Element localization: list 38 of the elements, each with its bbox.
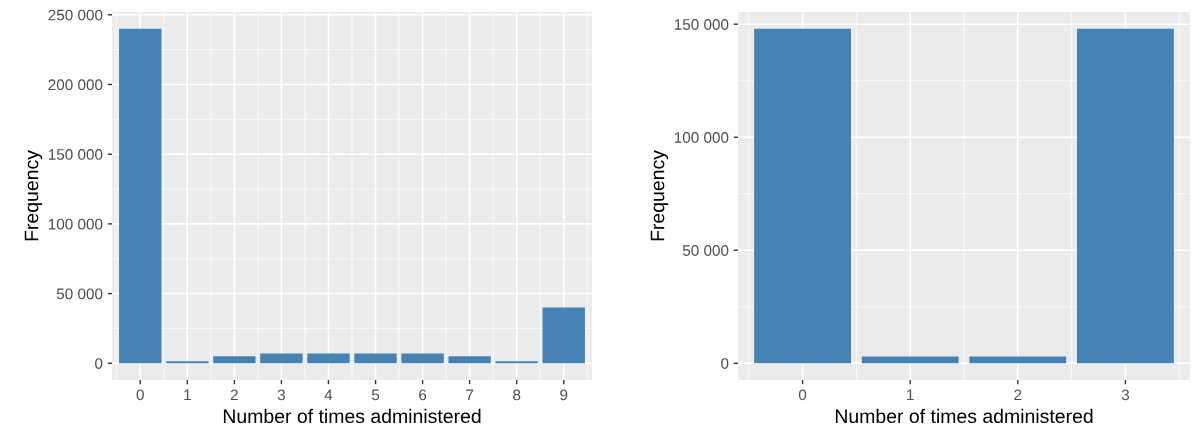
bar xyxy=(542,307,585,364)
bar xyxy=(213,356,256,364)
y-axis-title: Frequency xyxy=(650,150,669,241)
y-axis-title: Frequency xyxy=(24,150,43,241)
x-tick-label: 3 xyxy=(1121,389,1130,401)
x-tick-label: 5 xyxy=(371,389,380,401)
x-axis-title: Number of times administered xyxy=(835,408,1093,424)
x-tick-label: 1 xyxy=(907,389,914,401)
y-tick-label: 100 000 xyxy=(48,218,103,230)
x-tick-label: 1 xyxy=(184,389,191,401)
x-axis-title: Number of times administered xyxy=(223,408,481,424)
bar xyxy=(307,353,350,364)
bar xyxy=(448,356,491,364)
x-tick-label: 8 xyxy=(513,389,521,401)
x-tick-label: 2 xyxy=(230,389,238,401)
y-tick-label: 0 xyxy=(721,358,729,369)
y-tick-label: 0 xyxy=(95,358,103,369)
y-tick-label: 250 000 xyxy=(48,9,103,21)
x-tick-label: 9 xyxy=(560,389,568,401)
bar xyxy=(401,353,444,364)
y-tick-label: 150 000 xyxy=(48,149,103,160)
x-tick-label: 0 xyxy=(136,389,144,401)
x-tick-label: 0 xyxy=(798,389,807,401)
bar xyxy=(166,361,209,364)
x-tick-label: 7 xyxy=(466,389,474,401)
y-tick-label: 100 000 xyxy=(674,132,729,143)
x-tick-label: 2 xyxy=(1014,389,1022,401)
y-tick-label: 50 000 xyxy=(682,245,729,256)
x-tick-label: 3 xyxy=(277,389,285,401)
y-tick-label: 150 000 xyxy=(674,19,729,30)
x-tick-label: 6 xyxy=(419,389,427,401)
bar xyxy=(354,353,397,364)
y-tick-label: 200 000 xyxy=(48,79,103,91)
bar xyxy=(119,28,162,364)
bar xyxy=(495,361,538,364)
x-tick-label: 4 xyxy=(324,389,333,401)
y-tick-label: 50 000 xyxy=(56,288,103,300)
bar xyxy=(260,353,303,364)
